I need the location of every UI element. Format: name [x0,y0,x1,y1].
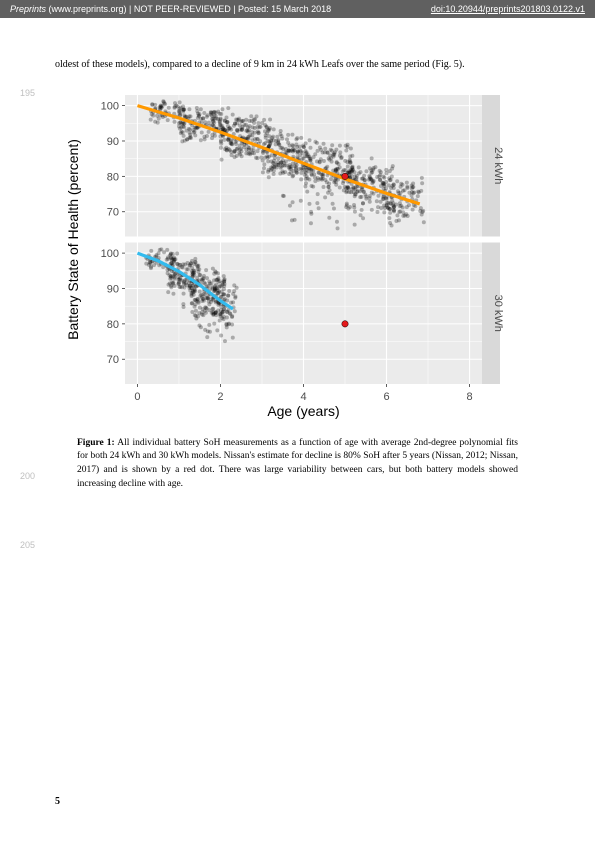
body-paragraph: oldest of these models), compared to a d… [55,58,540,73]
page-number: 5 [55,796,60,807]
svg-text:90: 90 [107,283,119,295]
caption-label: Figure 1: [77,438,115,448]
page-content: oldest of these models), compared to a d… [0,18,595,492]
svg-text:2: 2 [217,391,223,403]
header-source: Preprints (www.preprints.org) | NOT PEER… [10,4,331,14]
svg-text:4: 4 [300,391,306,403]
svg-text:Battery State of Health (perce: Battery State of Health (percent) [65,139,81,340]
svg-text:24 kWh: 24 kWh [492,147,504,184]
line-number: 195 [20,88,35,98]
svg-text:0: 0 [134,391,140,403]
svg-text:6: 6 [383,391,389,403]
figure-1: 70 80 90 100 24 kWh 70 80 90 100 30 kWh 0 2 4 6 8 Age (… [60,87,540,427]
svg-text:100: 100 [101,100,119,112]
preprint-header: Preprints (www.preprints.org) | NOT PEER… [0,0,595,18]
svg-text:90: 90 [107,135,119,147]
header-doi[interactable]: doi:10.20944/preprints201803.0122.v1 [431,4,585,14]
svg-text:8: 8 [466,391,472,403]
figure-caption: Figure 1: All individual battery SoH mea… [77,437,518,492]
svg-text:70: 70 [107,206,119,218]
svg-text:80: 80 [107,318,119,330]
svg-text:Age (years): Age (years) [267,403,339,419]
svg-text:70: 70 [107,354,119,366]
header-site-rest: (www.preprints.org) | NOT PEER-REVIEWED … [46,4,331,14]
svg-text:80: 80 [107,171,119,183]
svg-text:30 kWh: 30 kWh [492,294,504,331]
header-site-italic: Preprints [10,4,46,14]
line-number: 200 [20,471,35,481]
svg-text:100: 100 [101,248,119,260]
figure-svg: 70 80 90 100 24 kWh 70 80 90 100 30 kWh 0 2 4 6 8 Age (… [60,87,530,422]
caption-text: All individual battery SoH measurements … [77,438,518,489]
line-number: 205 [20,540,35,550]
